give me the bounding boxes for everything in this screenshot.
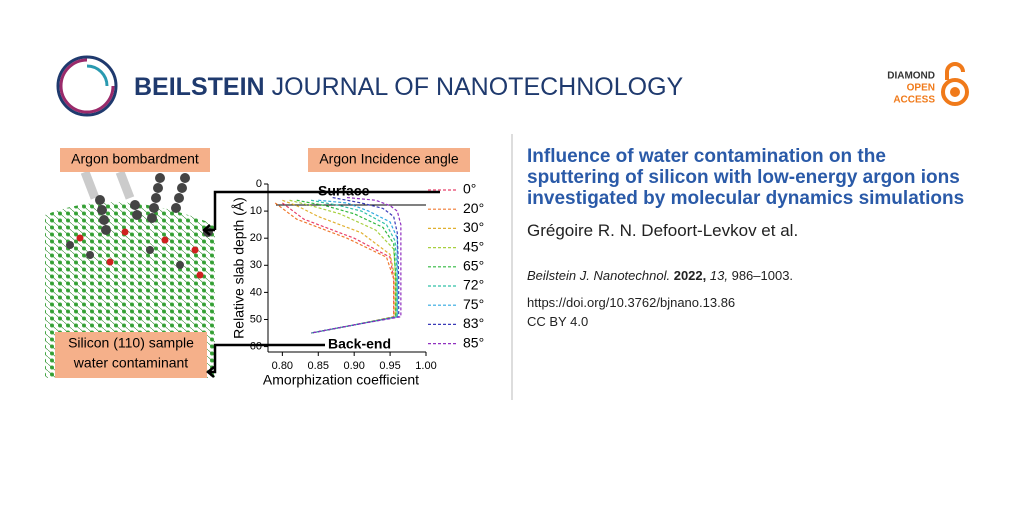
x-tick-label: 0.95 <box>379 360 400 372</box>
y-tick-label: 0 <box>256 178 262 190</box>
series-line <box>296 199 397 334</box>
figure-label: Silicon (110) sample <box>68 335 194 351</box>
article-title: Influence of water contamination on the … <box>527 146 965 209</box>
x-tick-label: 0.80 <box>272 360 293 372</box>
annotation: Surface <box>318 183 370 199</box>
open-access-lock <box>941 62 969 106</box>
figure-label: Argon Incidence angle <box>319 151 459 167</box>
series-line <box>310 199 398 334</box>
logo <box>56 55 118 117</box>
series-line <box>310 196 402 334</box>
badge-text: DIAMOND <box>887 71 935 82</box>
year: 2022, <box>673 268 707 283</box>
journal: Beilstein J. Nanotechnol. <box>527 268 671 283</box>
journal-name: BEILSTEIN JOURNAL OF NANOTECHNOLOGY <box>134 73 684 101</box>
x-tick-label: 1.00 <box>415 360 436 372</box>
legend-label: 65° <box>463 258 484 274</box>
label-box <box>60 148 210 172</box>
y-tick-label: 60 <box>250 340 262 352</box>
legend-label: 75° <box>463 296 484 312</box>
journal: JOURNAL OF NANOTECHNOLOGY <box>272 73 684 101</box>
y-tick-label: 30 <box>250 259 262 271</box>
x-tick-label: 0.85 <box>308 360 329 372</box>
volume: 13, <box>709 268 728 283</box>
annotation-lines <box>202 190 440 378</box>
legend-label: 30° <box>463 219 484 235</box>
citation: Beilstein J. Nanotechnol. 2022, 13, 986–… <box>527 268 982 283</box>
figure-label: water contaminant <box>73 355 189 371</box>
pages: 986–1003. <box>731 268 794 283</box>
x-tick-label: 0.90 <box>343 360 364 372</box>
legend-label: 83° <box>463 315 484 331</box>
annotation: Back-end <box>328 336 391 352</box>
authors: Grégoire R. N. Defoort-Levkov et al. <box>527 221 799 240</box>
badge-text: OPEN <box>907 83 935 94</box>
x-axis-label: Amorphization coefficient <box>263 372 419 388</box>
publisher: BEILSTEIN <box>134 73 265 101</box>
legend-label: 85° <box>463 334 484 350</box>
legend-label: 72° <box>463 277 484 293</box>
label-box <box>55 332 207 378</box>
label-box <box>308 148 470 172</box>
y-tick-label: 40 <box>250 286 262 298</box>
series-line <box>310 196 400 334</box>
legend-label: 20° <box>463 200 484 216</box>
y-tick-label: 50 <box>250 313 262 325</box>
y-tick-label: 20 <box>250 232 262 244</box>
article-info: Influence of water contamination on the … <box>527 146 982 329</box>
doi: https://doi.org/10.3762/bjnano.13.86 <box>527 295 736 310</box>
y-axis-label: Relative slab depth (Å) <box>231 197 247 339</box>
legend-label: 45° <box>463 238 484 254</box>
license: CC BY 4.0 <box>527 314 589 329</box>
y-tick-label: 10 <box>250 205 262 217</box>
figure-label: Argon bombardment <box>71 151 199 167</box>
legend-label: 0° <box>463 181 476 197</box>
series-line <box>289 199 397 334</box>
series-line <box>282 202 395 334</box>
badge-text: ACCESS <box>893 95 935 106</box>
